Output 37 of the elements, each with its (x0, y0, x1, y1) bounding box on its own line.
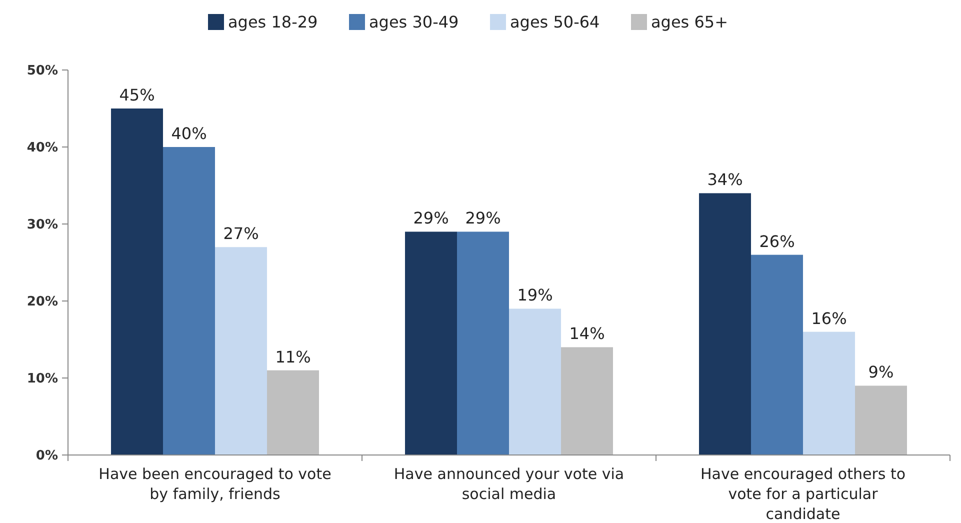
bar (751, 254, 803, 455)
text: 19% (517, 286, 553, 305)
text: 40% (171, 124, 207, 143)
bar (561, 347, 613, 455)
legend-label: ages 18-29 (228, 12, 318, 32)
text: 11% (275, 347, 311, 366)
text: 16% (811, 308, 847, 328)
text: 14% (569, 324, 605, 344)
text: 29% (465, 208, 501, 228)
text: 29% (413, 208, 449, 228)
legend-label: ages 65+ (651, 12, 728, 32)
y-tick-label: 10% (26, 372, 58, 387)
bar (803, 332, 855, 455)
bar (163, 147, 215, 455)
text: 9% (868, 362, 894, 382)
x-tick-label: Have encouraged others to vote for a particular candidate (700, 465, 906, 523)
y-tick-label: 30% (26, 218, 58, 233)
text: 45% (119, 86, 155, 104)
bar (405, 232, 457, 455)
text: 27% (223, 224, 259, 244)
bar (457, 232, 509, 455)
bar (111, 108, 163, 455)
text: 34% (707, 170, 743, 190)
bar (699, 193, 751, 455)
legend-label: ages 50-64 (510, 12, 600, 32)
legend-label: ages 30-49 (369, 12, 459, 32)
y-tick-label: 40% (26, 140, 58, 156)
y-tick-label: 20% (26, 294, 58, 310)
bar (215, 247, 267, 455)
y-tick-label: 0% (36, 448, 58, 464)
x-tick-label: Have announced your vote via social media (394, 465, 624, 503)
bar (509, 308, 561, 455)
text: 26% (759, 232, 795, 251)
bar (855, 386, 907, 455)
x-tick-label: Have been encouraged to vote by family, friends (98, 465, 332, 503)
y-tick-label: 50% (26, 64, 58, 79)
bar (267, 370, 319, 455)
